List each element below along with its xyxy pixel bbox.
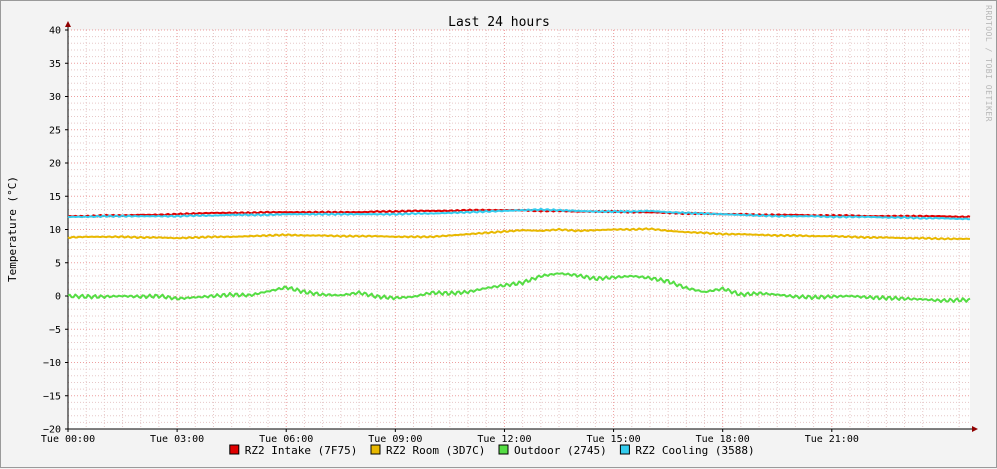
grid — [67, 29, 970, 430]
y-tick-label: −5 — [49, 325, 61, 336]
legend-label: Outdoor (2745) — [514, 444, 607, 457]
x-tick-label: Tue 18:00 — [696, 434, 750, 445]
y-tick-label: 20 — [49, 159, 61, 170]
legend-swatch — [229, 444, 240, 455]
y-tick-label: 40 — [49, 26, 61, 37]
x-tick-label: Tue 15:00 — [586, 434, 640, 445]
tick-labels: −20 −15 −10 −5 0 5 10 15 20 25 30 35 40 Tue 00:00 Tue … — [41, 26, 859, 446]
y-tick-label: 10 — [49, 225, 61, 236]
y-axis-title: Temperature (°C) — [6, 176, 19, 282]
chart-title: Last 24 hours — [448, 15, 550, 30]
x-tick-label: Tue 00:00 — [41, 434, 95, 445]
y-tick-label: −10 — [43, 358, 61, 369]
axes — [65, 21, 978, 432]
legend-label: RZ2 Intake (7F75) — [245, 444, 358, 457]
y-tick-label: 5 — [55, 258, 61, 269]
y-tick-label: −15 — [43, 391, 61, 402]
y-tick-label: 25 — [49, 125, 61, 136]
series-line — [67, 207, 971, 221]
legend: RZ2 Intake (7F75) RZ2 Room (3D7C) Outdoor … — [229, 444, 755, 457]
y-tick-label: 30 — [49, 92, 61, 103]
series-line — [67, 227, 970, 241]
x-tick-label: Tue 12:00 — [477, 434, 531, 445]
y-axis-arrow — [65, 21, 71, 27]
y-tick-label: 0 — [55, 292, 61, 303]
series-layer — [67, 207, 971, 304]
legend-swatch — [498, 444, 509, 455]
x-axis-arrow — [972, 426, 978, 432]
series-line — [67, 272, 971, 304]
y-tick-label: 35 — [49, 59, 61, 70]
rrdtool-watermark: RRDTOOL / TOBI OETIKER — [984, 5, 993, 122]
legend-label: RZ2 Cooling (3588) — [635, 444, 754, 457]
x-tick-label: Tue 03:00 — [150, 434, 204, 445]
legend-label: RZ2 Room (3D7C) — [386, 444, 485, 457]
legend-swatch — [370, 444, 381, 455]
x-tick-label: Tue 21:00 — [805, 434, 859, 445]
y-tick-label: 15 — [49, 192, 61, 203]
x-tick-label: Tue 09:00 — [368, 434, 422, 445]
x-tick-label: Tue 06:00 — [259, 434, 313, 445]
y-tick-label: −20 — [43, 425, 61, 436]
legend-swatch — [619, 444, 630, 455]
